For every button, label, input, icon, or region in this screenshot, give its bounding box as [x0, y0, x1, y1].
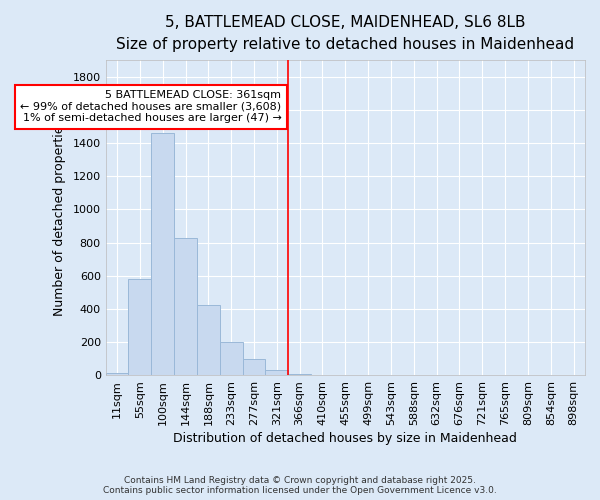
X-axis label: Distribution of detached houses by size in Maidenhead: Distribution of detached houses by size …: [173, 432, 517, 445]
Bar: [151, 133, 174, 375]
Text: Contains HM Land Registry data © Crown copyright and database right 2025.
Contai: Contains HM Land Registry data © Crown c…: [103, 476, 497, 495]
Bar: [242, 360, 265, 375]
Y-axis label: Number of detached properties: Number of detached properties: [53, 119, 65, 316]
Bar: [265, 370, 288, 375]
Title: 5, BATTLEMEAD CLOSE, MAIDENHEAD, SL6 8LB
Size of property relative to detached h: 5, BATTLEMEAD CLOSE, MAIDENHEAD, SL6 8LB…: [116, 15, 574, 52]
Bar: [288, 374, 311, 375]
Bar: [197, 306, 220, 375]
Bar: [174, 238, 197, 375]
Bar: [220, 342, 242, 375]
Bar: [106, 374, 128, 375]
Text: 5 BATTLEMEAD CLOSE: 361sqm
← 99% of detached houses are smaller (3,608)
1% of se: 5 BATTLEMEAD CLOSE: 361sqm ← 99% of deta…: [20, 90, 281, 124]
Bar: [128, 279, 151, 375]
